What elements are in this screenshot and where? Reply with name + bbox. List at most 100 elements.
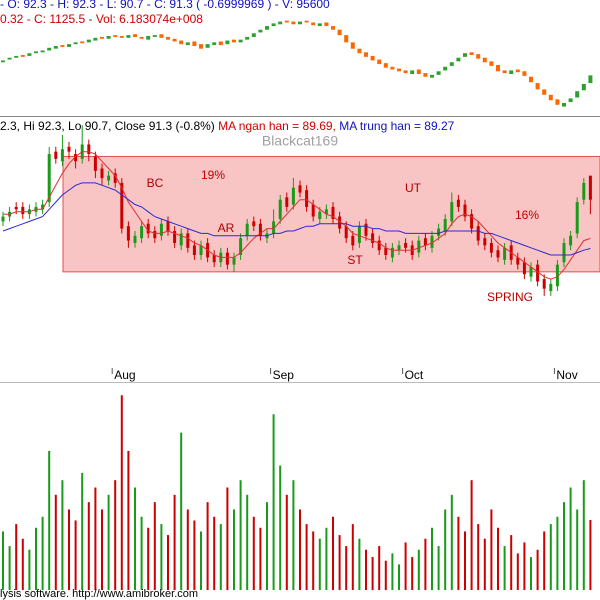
candle-body — [298, 185, 302, 193]
volume-bar — [378, 546, 381, 590]
volume-bar — [312, 531, 315, 590]
candle-body — [80, 41, 85, 44]
candle-body — [272, 221, 276, 234]
candle-body — [377, 240, 381, 251]
volume-bar — [147, 527, 150, 590]
volume-bar — [536, 549, 539, 590]
candle-body — [106, 36, 111, 39]
candle-body — [133, 235, 137, 243]
candle-body — [364, 52, 368, 57]
candle-body — [588, 175, 592, 200]
candle-body — [377, 59, 382, 65]
volume-bar — [206, 502, 209, 590]
candle-body — [251, 33, 256, 37]
candle-body — [383, 63, 388, 68]
marks: Aug Sep Oct Nov — [1, 20, 600, 590]
candle-body — [245, 36, 250, 40]
candle-body — [317, 23, 322, 27]
candle-body — [153, 230, 157, 239]
candle-body — [489, 243, 493, 253]
candle-body — [245, 223, 249, 236]
candle-body — [87, 144, 91, 155]
candle-body — [265, 26, 269, 30]
candle-body — [291, 21, 296, 25]
ma-short-label: MA ngan han = 89.69, — [218, 119, 339, 133]
candle-body — [562, 102, 566, 107]
volume-bar — [2, 531, 4, 590]
volume-bar — [48, 450, 51, 590]
candle-body — [423, 73, 428, 77]
index-header: 0.32 - C: 1125.5 - Vol: 6.183074e+008 — [0, 12, 203, 26]
volume-bar — [338, 535, 341, 590]
candle-body — [324, 22, 329, 27]
candle-body — [350, 42, 355, 49]
candle-body — [291, 187, 295, 205]
candle-body — [470, 214, 474, 229]
candle-body — [423, 238, 427, 246]
candle-body — [535, 83, 540, 90]
candle-body — [54, 151, 58, 159]
candle-body — [238, 39, 243, 43]
candle-body — [133, 34, 137, 37]
candle-body — [516, 257, 520, 265]
candle-body — [304, 20, 309, 23]
annotation: SPRING — [487, 290, 533, 304]
candle-body — [232, 39, 236, 43]
candle-body — [1, 60, 5, 63]
volume-bar — [530, 557, 532, 590]
candle-body — [417, 240, 421, 253]
candle-body — [258, 29, 263, 33]
candle-body — [126, 226, 130, 241]
candle-body — [542, 89, 547, 95]
volume-bar — [351, 524, 354, 590]
candle-body — [515, 69, 520, 73]
candle-body — [40, 50, 45, 53]
volume-bar — [384, 560, 387, 590]
volume-bar — [444, 509, 447, 590]
candle-body — [357, 226, 361, 243]
footer: lysis software. http://www.amibroker.com — [0, 588, 198, 600]
candle-body — [522, 71, 527, 76]
candle-body — [569, 235, 573, 246]
candle-body — [1, 216, 5, 222]
candle-body — [529, 267, 533, 277]
volume-bar — [213, 516, 216, 590]
candle-body — [173, 230, 177, 243]
candle-body — [496, 250, 500, 258]
volume-bar — [107, 494, 110, 590]
candle-body — [489, 61, 494, 66]
candle-body — [311, 204, 315, 217]
volume-bar — [424, 538, 427, 590]
volume-bar — [483, 538, 486, 590]
volume-bar — [239, 480, 242, 590]
candle-body — [67, 146, 71, 152]
candle-body — [476, 54, 481, 59]
volume-bar — [391, 553, 394, 590]
volume-bar — [332, 516, 334, 590]
candle-body — [271, 23, 276, 27]
volume-bar — [173, 494, 176, 590]
volume-bar — [28, 549, 31, 590]
annotation: ST — [347, 253, 363, 267]
volume-bar — [41, 516, 44, 590]
x-tick-label: Nov — [556, 368, 577, 382]
candle-body — [337, 29, 342, 36]
candle-body — [53, 45, 58, 49]
candle-body — [390, 247, 394, 258]
volume-bar — [114, 480, 117, 590]
annotation: BC — [147, 176, 164, 190]
volume-bar — [563, 502, 565, 590]
volume-bar — [285, 494, 288, 590]
volume-bar — [464, 531, 466, 590]
candle-body — [93, 156, 97, 171]
candle-body — [496, 64, 500, 72]
candle-body — [450, 202, 454, 222]
volume-bar — [246, 494, 249, 590]
volume-bar — [54, 494, 57, 590]
volume-bar — [523, 542, 526, 590]
candle-body — [331, 26, 335, 30]
candle-body — [410, 70, 415, 75]
price-header: 2.3, Hi 92.3, Lo 90.7, Close 91.3 (-0.8%… — [0, 119, 455, 133]
candle-body — [305, 190, 309, 207]
